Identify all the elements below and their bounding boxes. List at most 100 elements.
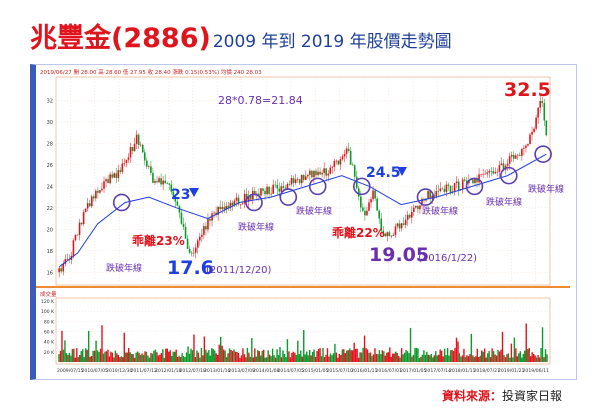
annot-formula: 28*0.78=21.84 bbox=[218, 94, 303, 107]
candle bbox=[304, 176, 307, 180]
volume-bar bbox=[157, 355, 160, 362]
volume-bar bbox=[159, 354, 161, 362]
candle bbox=[296, 179, 299, 180]
volume-bar bbox=[219, 336, 222, 362]
volume-bar bbox=[454, 347, 456, 362]
volume-bar bbox=[236, 351, 238, 362]
volume-bar bbox=[212, 349, 214, 362]
volume-bar bbox=[89, 356, 91, 362]
candle bbox=[60, 268, 63, 272]
volume-bar bbox=[125, 352, 127, 362]
volume-bar bbox=[438, 354, 440, 362]
chart-title: 兆豐金(2886) 2009 年到 2019 年股價走勢圖 bbox=[30, 16, 452, 55]
candle bbox=[388, 232, 391, 236]
volume-bar bbox=[108, 356, 111, 362]
volume-bar bbox=[334, 343, 336, 362]
volume-bar bbox=[76, 348, 78, 362]
volume-bar bbox=[104, 351, 106, 362]
volume-bar bbox=[495, 355, 498, 362]
candle bbox=[286, 184, 289, 189]
volume-bar bbox=[194, 357, 197, 362]
candle bbox=[121, 163, 124, 172]
candle bbox=[241, 203, 244, 205]
volume-bar bbox=[463, 348, 465, 362]
volume-bar bbox=[165, 348, 167, 362]
candle bbox=[529, 134, 531, 145]
x-tick-label: 2012/07/18 bbox=[180, 368, 207, 374]
candle bbox=[319, 171, 321, 175]
volume-bar bbox=[147, 355, 149, 362]
volume-bar bbox=[289, 357, 292, 362]
volume-bar bbox=[346, 350, 348, 362]
volume-bar bbox=[68, 352, 71, 362]
candle bbox=[466, 180, 468, 184]
candle bbox=[396, 223, 399, 227]
source-value: 投資家日報 bbox=[501, 389, 562, 403]
volume-bar bbox=[276, 349, 278, 362]
volume-bar bbox=[543, 357, 545, 362]
volume-bar bbox=[531, 352, 533, 362]
volume-bar bbox=[59, 350, 62, 362]
volume-bar bbox=[74, 357, 77, 362]
volume-bar bbox=[92, 350, 94, 362]
volume-bar bbox=[254, 348, 256, 362]
volume-bar bbox=[154, 349, 157, 362]
candle bbox=[362, 207, 364, 211]
volume-bar bbox=[335, 352, 338, 362]
title-subtitle: 2009 年到 2019 年股價走勢圖 bbox=[212, 32, 452, 52]
volume-bar bbox=[362, 347, 364, 362]
volume-bar bbox=[303, 329, 305, 362]
volume-bar bbox=[436, 355, 438, 362]
volume-bar bbox=[329, 353, 332, 362]
candle bbox=[62, 263, 65, 272]
volume-bar bbox=[506, 354, 508, 362]
candle bbox=[166, 183, 168, 184]
candle bbox=[262, 188, 264, 191]
volume-bar bbox=[478, 357, 480, 362]
candle bbox=[88, 203, 91, 207]
candle bbox=[431, 195, 433, 199]
candle bbox=[321, 172, 323, 175]
candle bbox=[162, 180, 164, 185]
volume-bar bbox=[331, 355, 333, 362]
candle bbox=[429, 191, 431, 199]
volume-bar bbox=[242, 348, 244, 362]
volume-bar bbox=[145, 351, 148, 362]
candle bbox=[233, 200, 236, 206]
x-tick-label: 2017/07/14 bbox=[425, 368, 452, 374]
volume-bar bbox=[199, 357, 201, 362]
candle bbox=[274, 184, 277, 186]
volume-bar bbox=[383, 351, 385, 362]
volume-bar bbox=[322, 348, 324, 362]
volume-bar bbox=[372, 354, 375, 362]
candle bbox=[260, 188, 262, 196]
volume-bar bbox=[300, 350, 302, 362]
candle bbox=[447, 184, 450, 186]
volume-bar bbox=[320, 356, 323, 362]
candle bbox=[360, 196, 362, 208]
volume-bar bbox=[357, 357, 360, 362]
candle bbox=[302, 174, 305, 180]
candle bbox=[449, 185, 452, 193]
volume-bar bbox=[271, 348, 274, 362]
volume-bar bbox=[430, 354, 433, 362]
volume-bar bbox=[420, 356, 422, 362]
candle bbox=[150, 166, 152, 173]
volume-bar bbox=[406, 351, 409, 362]
volume-bar bbox=[182, 356, 185, 362]
candle bbox=[445, 184, 448, 192]
volume-bar bbox=[225, 357, 228, 362]
candle bbox=[502, 163, 505, 170]
volume-bar bbox=[308, 349, 311, 362]
volume-bar bbox=[544, 349, 547, 362]
volume-bar bbox=[273, 355, 275, 362]
candle bbox=[190, 252, 193, 254]
candle bbox=[437, 191, 440, 192]
volume-bar bbox=[440, 350, 443, 362]
candle bbox=[201, 234, 203, 237]
y-tick-label: 30 bbox=[47, 120, 53, 126]
candle bbox=[427, 191, 429, 199]
candle bbox=[490, 171, 493, 172]
candle bbox=[272, 184, 274, 194]
volume-bar bbox=[503, 354, 505, 362]
